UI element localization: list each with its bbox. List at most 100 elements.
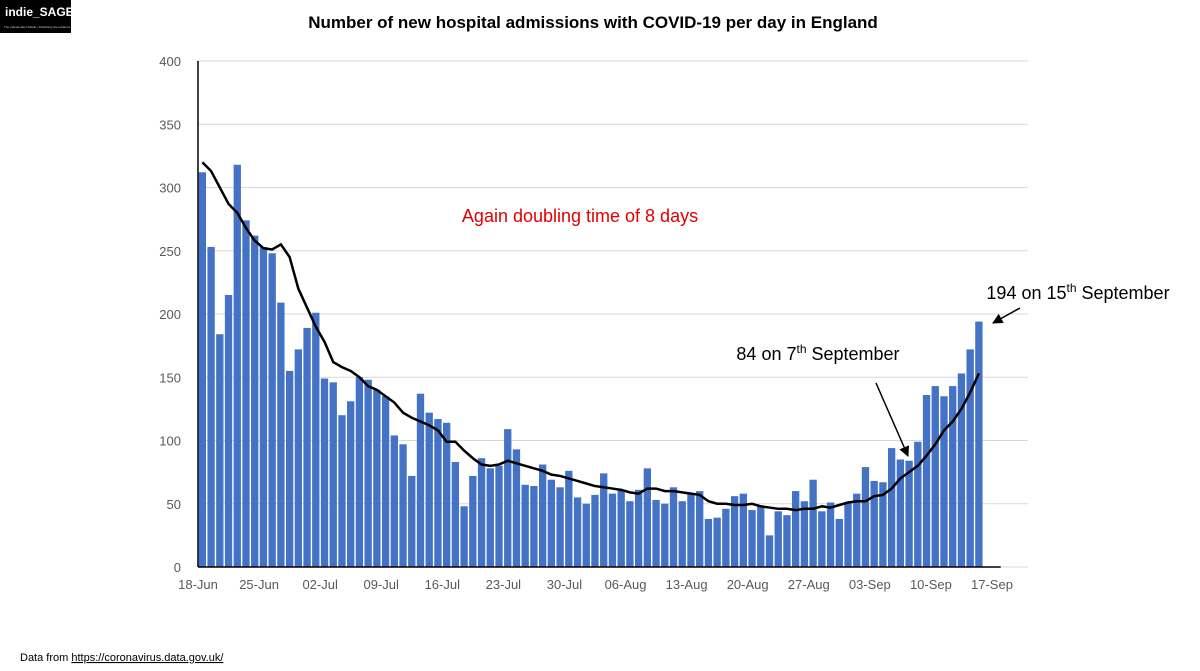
bar	[285, 370, 294, 567]
bar	[364, 379, 372, 567]
bar	[224, 295, 233, 567]
bar	[329, 382, 337, 567]
bar	[469, 475, 477, 567]
x-tick-label: 13-Aug	[666, 577, 708, 592]
y-tick-label: 250	[159, 244, 181, 259]
chart-title: Number of new hospital admissions with C…	[308, 13, 878, 32]
bar	[582, 503, 590, 567]
bar	[678, 501, 686, 567]
bar	[338, 415, 346, 567]
plot: 0 50 100 150 200 250 300 350 400 18-Jun 25-Jun 02-J…	[159, 54, 1028, 592]
bar	[355, 377, 364, 567]
annotation-text: th	[1067, 281, 1077, 295]
bar	[643, 468, 651, 567]
footer-prefix: Data from	[20, 652, 71, 664]
bar	[216, 334, 224, 567]
bar	[844, 502, 852, 567]
bar	[617, 489, 625, 567]
bar	[896, 459, 905, 567]
bar	[826, 502, 835, 567]
bar	[853, 493, 861, 567]
bar	[957, 373, 966, 567]
x-tick-label: 17-Sep	[971, 577, 1013, 592]
bar	[486, 468, 494, 567]
bar	[198, 172, 207, 567]
bar	[434, 418, 442, 567]
footer: Data from https://coronavirus.data.gov.u…	[20, 652, 224, 664]
bar	[792, 491, 800, 567]
bar	[425, 412, 433, 567]
arrow	[875, 382, 910, 457]
bar	[495, 465, 503, 567]
bar	[661, 503, 669, 567]
bar	[312, 312, 320, 567]
bar	[556, 487, 564, 567]
annotation-text: September	[807, 344, 900, 364]
bar	[861, 467, 870, 567]
annotation-text: September	[1077, 283, 1170, 303]
bar	[879, 482, 887, 567]
bar	[521, 484, 529, 567]
bar	[783, 515, 791, 567]
annotation: 194 on 15th September	[986, 281, 1169, 303]
bar	[905, 460, 913, 567]
bar	[809, 479, 817, 567]
bar	[608, 493, 617, 567]
bar	[408, 475, 416, 567]
x-tick-label: 18-Jun	[178, 577, 218, 592]
bar	[460, 506, 468, 567]
bar	[547, 479, 556, 567]
bar	[277, 302, 285, 567]
bar	[530, 486, 538, 567]
bar	[687, 493, 695, 567]
x-tick-label: 27-Aug	[788, 577, 830, 592]
logo-tagline: The Independent SAGE • Publishing the ev…	[4, 25, 71, 29]
bar	[722, 508, 730, 567]
bar	[573, 497, 582, 567]
bar	[757, 506, 765, 567]
bar	[443, 422, 451, 567]
bar	[259, 246, 268, 567]
y-tick-label: 300	[159, 181, 181, 196]
bar	[600, 473, 608, 567]
y-tick-label: 350	[159, 117, 181, 132]
bar	[870, 480, 878, 567]
bar	[251, 235, 259, 567]
annotation: 84 on 7th September	[736, 342, 899, 364]
bar	[966, 349, 974, 567]
bar	[940, 396, 948, 567]
bar	[268, 253, 276, 567]
y-tick-label: 200	[159, 307, 181, 322]
logo-box	[0, 0, 71, 33]
footer-link[interactable]: https://coronavirus.data.gov.uk/	[71, 652, 224, 664]
bar	[748, 510, 756, 567]
y-tick-label: 0	[174, 560, 181, 575]
bar	[390, 435, 398, 567]
y-tick-label: 100	[159, 434, 181, 449]
bar	[835, 518, 843, 567]
bar	[730, 496, 739, 567]
x-tick-label: 03-Sep	[849, 577, 891, 592]
bar	[565, 470, 573, 567]
bar	[704, 518, 713, 567]
bar	[713, 517, 721, 567]
y-tick-label: 400	[159, 54, 181, 69]
bar	[739, 493, 747, 567]
x-tick-label: 25-Jun	[239, 577, 279, 592]
arrow	[992, 307, 1021, 324]
bar	[626, 501, 634, 567]
bar	[233, 164, 241, 568]
bar	[634, 489, 643, 567]
bar	[416, 393, 425, 567]
bar	[242, 220, 250, 567]
y-tick-label: 150	[159, 370, 181, 385]
bar	[652, 499, 660, 567]
logo: indie_SAGE	[5, 5, 74, 19]
bar	[931, 386, 939, 567]
x-tick-label: 06-Aug	[605, 577, 647, 592]
bar	[477, 458, 486, 567]
x-tick-label: 30-Jul	[547, 577, 583, 592]
bar	[381, 396, 390, 567]
bar	[887, 448, 896, 567]
